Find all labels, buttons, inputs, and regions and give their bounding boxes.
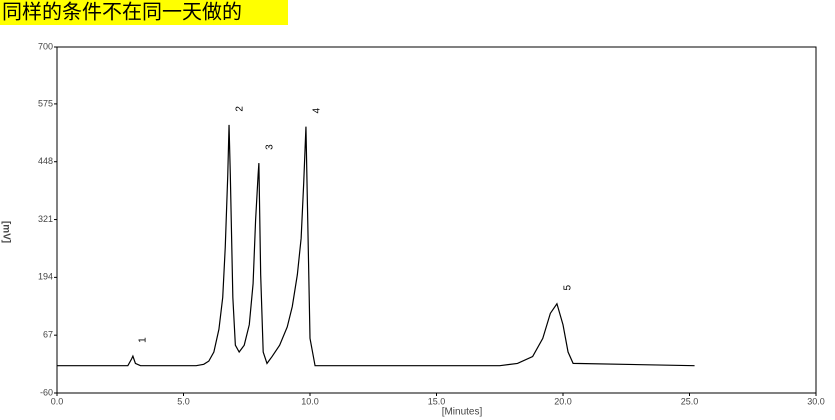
x-axis-label: [Minutes] [442,407,483,418]
y-tick-label: -60 [40,387,53,397]
y-tick-label: 194 [38,272,53,282]
peak-label: 5 [563,285,574,291]
trace [57,124,695,367]
y-tick-label: 700 [38,41,53,51]
peak-label: 2 [235,106,246,112]
y-tick-label: 448 [38,156,53,166]
peak-label: 3 [265,144,276,150]
y-tick-label: 67 [43,330,53,340]
x-tick-label: 5.0 [177,396,190,406]
x-tick-label: 30.0 [807,396,825,406]
peak-label: 1 [138,337,149,343]
x-tick-label: 10.0 [301,396,319,406]
title-highlight [0,0,288,25]
x-tick-label: 15.0 [428,396,446,406]
x-tick-label: 0.0 [51,396,64,406]
x-tick-label: 25.0 [681,396,699,406]
y-axis-label: [mV] [0,221,11,243]
x-tick-label: 20.0 [554,396,572,406]
plot-frame [56,46,817,394]
y-tick-label: 321 [38,214,53,224]
chart-title: 同样的条件不在同一天做的 [2,0,242,23]
peak-label: 4 [312,107,323,113]
y-tick-label: 575 [38,98,53,108]
